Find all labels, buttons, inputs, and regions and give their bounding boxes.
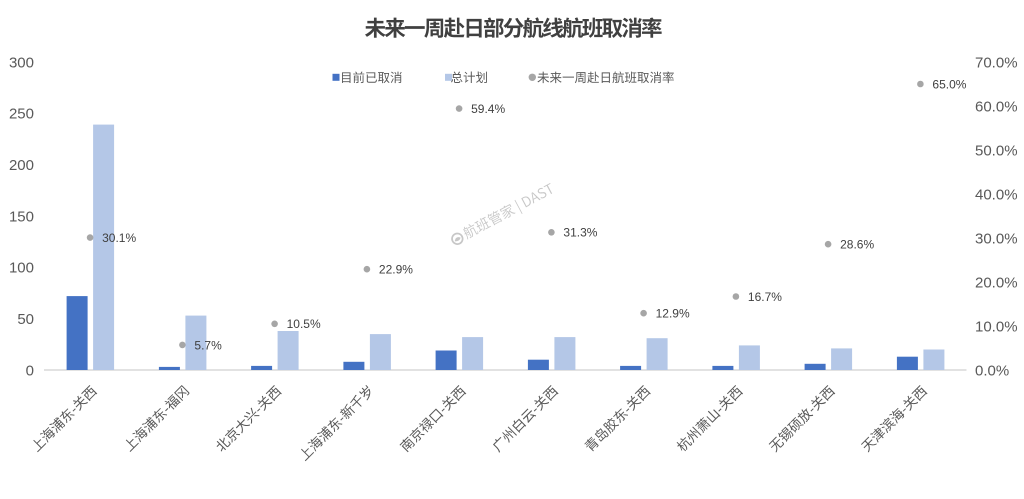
svg-text:0: 0 <box>26 362 34 379</box>
svg-text:40.0%: 40.0% <box>975 186 1018 203</box>
svg-text:200: 200 <box>9 157 34 174</box>
svg-text:50.0%: 50.0% <box>975 142 1018 159</box>
svg-text:65.0%: 65.0% <box>932 77 966 91</box>
svg-text:300: 300 <box>9 54 34 71</box>
svg-text:12.9%: 12.9% <box>656 307 690 321</box>
svg-text:60.0%: 60.0% <box>975 98 1018 115</box>
svg-text:70.0%: 70.0% <box>975 54 1018 71</box>
svg-text:5.7%: 5.7% <box>194 338 222 352</box>
svg-text:250: 250 <box>9 106 34 123</box>
svg-text:150: 150 <box>9 208 34 225</box>
svg-text:59.4%: 59.4% <box>471 102 505 116</box>
svg-text:0.0%: 0.0% <box>975 362 1009 379</box>
svg-text:100: 100 <box>9 260 34 277</box>
svg-text:10.5%: 10.5% <box>287 317 321 331</box>
svg-text:22.9%: 22.9% <box>379 263 413 277</box>
svg-text:30.1%: 30.1% <box>102 231 136 245</box>
svg-text:30.0%: 30.0% <box>975 230 1018 247</box>
svg-text:20.0%: 20.0% <box>975 274 1018 291</box>
svg-text:28.6%: 28.6% <box>840 238 874 252</box>
svg-text:16.7%: 16.7% <box>748 290 782 304</box>
svg-text:10.0%: 10.0% <box>975 318 1018 335</box>
svg-text:50: 50 <box>17 311 34 328</box>
svg-text:31.3%: 31.3% <box>563 226 597 240</box>
